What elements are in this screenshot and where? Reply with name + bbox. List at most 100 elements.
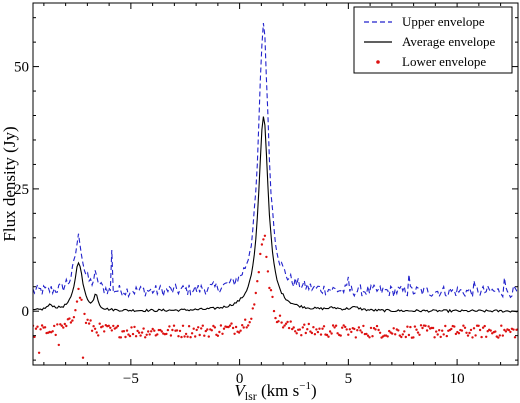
data-point bbox=[145, 333, 148, 336]
data-point bbox=[366, 334, 370, 337]
data-point bbox=[378, 331, 382, 334]
data-point bbox=[463, 326, 467, 329]
data-point bbox=[427, 325, 430, 328]
y-tick-label: 50 bbox=[14, 60, 29, 76]
legend-lower-envelope-marker bbox=[376, 60, 380, 64]
data-point bbox=[127, 333, 130, 336]
data-point bbox=[242, 326, 245, 329]
plot-frame bbox=[32, 2, 519, 366]
data-point bbox=[90, 329, 94, 332]
legend-upper-envelope-label: Upper envelope bbox=[402, 14, 485, 29]
data-point bbox=[444, 324, 447, 328]
data-point bbox=[284, 322, 288, 325]
data-point bbox=[84, 321, 88, 325]
data-point bbox=[485, 335, 488, 338]
data-point bbox=[310, 331, 314, 335]
data-point bbox=[233, 332, 236, 335]
data-point bbox=[245, 326, 248, 329]
data-point bbox=[339, 334, 342, 337]
data-point bbox=[265, 255, 268, 259]
data-point bbox=[286, 320, 289, 324]
data-point bbox=[342, 324, 345, 327]
data-point bbox=[494, 330, 497, 333]
data-point bbox=[40, 324, 44, 327]
data-point bbox=[128, 334, 132, 338]
data-point bbox=[266, 270, 270, 273]
data-point bbox=[330, 332, 333, 335]
data-point bbox=[345, 328, 348, 331]
data-point bbox=[186, 335, 189, 338]
data-point bbox=[377, 328, 380, 332]
data-point bbox=[171, 328, 174, 332]
data-point bbox=[334, 324, 338, 327]
data-point bbox=[353, 327, 356, 331]
data-point bbox=[460, 329, 464, 332]
data-point bbox=[407, 333, 411, 337]
legend-lower-envelope-label: Lower envelope bbox=[402, 54, 486, 69]
data-point bbox=[248, 321, 251, 324]
data-point bbox=[187, 325, 191, 328]
data-point bbox=[394, 333, 397, 336]
data-point bbox=[397, 329, 400, 332]
data-point bbox=[271, 295, 274, 299]
data-point bbox=[260, 243, 264, 246]
data-point bbox=[43, 326, 47, 329]
data-point bbox=[294, 330, 297, 333]
data-point bbox=[263, 234, 267, 237]
data-point bbox=[406, 325, 409, 328]
data-point bbox=[274, 316, 277, 320]
data-point bbox=[409, 325, 412, 329]
data-point bbox=[184, 332, 188, 336]
data-point bbox=[72, 316, 76, 319]
x-tick-label: 5 bbox=[345, 371, 353, 387]
data-point bbox=[309, 330, 312, 333]
data-point bbox=[253, 303, 256, 306]
data-point bbox=[97, 334, 100, 337]
data-point bbox=[124, 335, 127, 339]
data-point bbox=[159, 328, 162, 332]
data-point bbox=[75, 300, 79, 303]
data-point bbox=[283, 324, 286, 327]
x-axis-title-suffix: ) bbox=[311, 381, 317, 400]
data-point bbox=[507, 328, 511, 332]
x-tick-label: 0 bbox=[236, 371, 244, 387]
data-point bbox=[204, 329, 207, 333]
data-point bbox=[251, 307, 254, 310]
data-point bbox=[219, 324, 223, 327]
data-point bbox=[477, 324, 480, 327]
data-point bbox=[313, 333, 317, 336]
data-point bbox=[512, 328, 515, 331]
data-point bbox=[280, 321, 283, 324]
data-point bbox=[56, 323, 59, 326]
data-point bbox=[371, 335, 374, 338]
data-point bbox=[237, 331, 241, 334]
data-point bbox=[77, 287, 80, 291]
data-point bbox=[92, 325, 95, 328]
data-point bbox=[116, 324, 120, 328]
data-point bbox=[465, 331, 468, 334]
data-point bbox=[63, 322, 66, 326]
data-point bbox=[328, 330, 332, 333]
data-point bbox=[298, 328, 301, 331]
data-point bbox=[150, 330, 153, 333]
data-point bbox=[489, 329, 492, 332]
data-point bbox=[398, 334, 401, 337]
data-point bbox=[101, 325, 104, 328]
data-point bbox=[325, 333, 329, 337]
data-point bbox=[319, 333, 323, 336]
series-average-envelope-line bbox=[33, 116, 518, 314]
data-point bbox=[133, 325, 136, 329]
data-point bbox=[250, 317, 253, 320]
legend-box bbox=[353, 6, 513, 74]
data-point bbox=[130, 326, 133, 329]
data-point bbox=[136, 329, 139, 333]
data-point bbox=[418, 333, 421, 336]
data-point bbox=[462, 324, 465, 327]
series-group bbox=[33, 22, 518, 359]
data-point bbox=[257, 271, 260, 274]
data-point bbox=[156, 333, 159, 336]
data-point bbox=[74, 309, 77, 312]
data-point bbox=[98, 322, 101, 325]
data-point bbox=[360, 331, 364, 334]
data-point bbox=[148, 333, 151, 336]
